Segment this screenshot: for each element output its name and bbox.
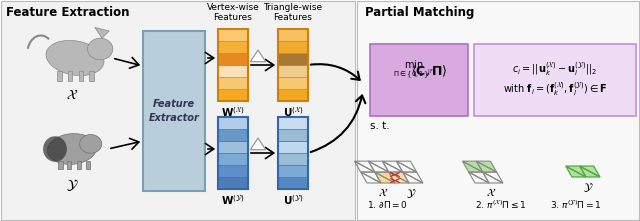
Text: Feature Extraction: Feature Extraction: [6, 6, 129, 19]
Polygon shape: [388, 172, 409, 183]
Bar: [218, 177, 248, 189]
Text: $\mathcal{Y}$: $\mathcal{Y}$: [583, 181, 593, 194]
Bar: [90, 70, 94, 81]
Polygon shape: [566, 166, 586, 177]
Polygon shape: [580, 166, 600, 177]
Bar: [370, 44, 468, 116]
Polygon shape: [95, 27, 109, 38]
Bar: [278, 141, 308, 153]
Bar: [86, 161, 90, 170]
Polygon shape: [250, 138, 266, 150]
Polygon shape: [476, 161, 497, 172]
Ellipse shape: [47, 134, 97, 164]
Text: $c_i = ||\mathbf{u}_k^{(\mathcal{X})} - \mathbf{u}_l^{(\mathcal{Y})}||_2$: $c_i = ||\mathbf{u}_k^{(\mathcal{X})} - …: [513, 60, 598, 78]
Text: with $\mathbf{f}_i = (\mathbf{f}_k^{(\mathcal{X})},\mathbf{f}_l^{(\mathcal{Y})}): with $\mathbf{f}_i = (\mathbf{f}_k^{(\ma…: [502, 80, 607, 98]
Bar: [218, 117, 248, 189]
Bar: [218, 41, 248, 53]
Polygon shape: [580, 166, 600, 177]
Text: $\mathcal{Y}$: $\mathcal{Y}$: [406, 187, 416, 200]
Polygon shape: [476, 161, 497, 172]
Bar: [278, 177, 308, 189]
Bar: [278, 29, 308, 41]
Bar: [218, 153, 248, 165]
Text: Vertex-wise
Features: Vertex-wise Features: [207, 3, 259, 22]
Text: Feature
Extractor: Feature Extractor: [148, 99, 200, 123]
Bar: [218, 53, 248, 65]
Polygon shape: [462, 161, 483, 172]
Text: 1. $\partial\Pi = 0$: 1. $\partial\Pi = 0$: [367, 199, 408, 210]
Bar: [278, 77, 308, 89]
Bar: [278, 129, 308, 141]
Text: $\langle\mathbf{C},\mathbf{\Pi}\rangle$: $\langle\mathbf{C},\mathbf{\Pi}\rangle$: [411, 64, 447, 79]
Bar: [77, 161, 81, 170]
Text: $\mathbf{W}^{(\mathcal{X})}$: $\mathbf{W}^{(\mathcal{X})}$: [221, 105, 244, 119]
Text: $\mathbf{W}^{(\mathcal{Y})}$: $\mathbf{W}^{(\mathcal{Y})}$: [221, 193, 245, 207]
Bar: [278, 89, 308, 101]
Bar: [278, 29, 308, 101]
Bar: [68, 70, 72, 81]
Bar: [58, 161, 63, 170]
Bar: [474, 44, 636, 116]
Text: $\mathbf{U}^{(\mathcal{X})}$: $\mathbf{U}^{(\mathcal{X})}$: [283, 105, 303, 119]
Bar: [278, 117, 308, 129]
Text: s. t.: s. t.: [370, 121, 390, 131]
Bar: [278, 41, 308, 53]
Bar: [278, 65, 308, 77]
Bar: [278, 117, 308, 189]
Bar: [218, 29, 248, 101]
Bar: [278, 53, 308, 65]
Polygon shape: [374, 172, 395, 183]
Polygon shape: [374, 172, 395, 183]
Text: Partial Matching: Partial Matching: [365, 6, 474, 19]
Bar: [218, 141, 248, 153]
Bar: [218, 129, 248, 141]
Bar: [218, 117, 248, 129]
Polygon shape: [388, 172, 409, 183]
Polygon shape: [566, 166, 586, 177]
Bar: [67, 161, 71, 170]
Polygon shape: [462, 161, 483, 172]
Bar: [218, 77, 248, 89]
Text: 2. $\pi^{(\mathcal{X})}\Pi \leq 1$: 2. $\pi^{(\mathcal{X})}\Pi \leq 1$: [475, 199, 527, 211]
Text: $\underset{\Pi\in\{0,1\}^{|F|}}{\min}$: $\underset{\Pi\in\{0,1\}^{|F|}}{\min}$: [393, 58, 435, 81]
Bar: [278, 153, 308, 165]
Text: $\mathcal{X}$: $\mathcal{X}$: [378, 187, 388, 198]
Bar: [218, 29, 248, 41]
Bar: [1, 1, 355, 220]
Text: Triangle-wise
Features: Triangle-wise Features: [264, 3, 323, 22]
Ellipse shape: [43, 136, 67, 162]
Ellipse shape: [88, 38, 113, 60]
Text: $\mathcal{X}$: $\mathcal{X}$: [66, 88, 78, 102]
Bar: [218, 65, 248, 77]
Bar: [79, 70, 83, 81]
Polygon shape: [250, 50, 266, 62]
Bar: [218, 89, 248, 101]
Bar: [218, 165, 248, 177]
Bar: [57, 70, 61, 81]
Bar: [143, 31, 205, 191]
Text: $\mathbf{U}^{(\mathcal{Y})}$: $\mathbf{U}^{(\mathcal{Y})}$: [283, 193, 303, 207]
Text: $\mathcal{X}$: $\mathcal{X}$: [486, 187, 496, 198]
Text: 3. $\pi^{(\mathcal{Y})}\Pi = 1$: 3. $\pi^{(\mathcal{Y})}\Pi = 1$: [550, 199, 602, 211]
Bar: [278, 165, 308, 177]
Ellipse shape: [46, 40, 104, 76]
Bar: [357, 1, 639, 220]
Ellipse shape: [79, 135, 102, 153]
Text: $\mathcal{Y}$: $\mathcal{Y}$: [66, 177, 78, 193]
